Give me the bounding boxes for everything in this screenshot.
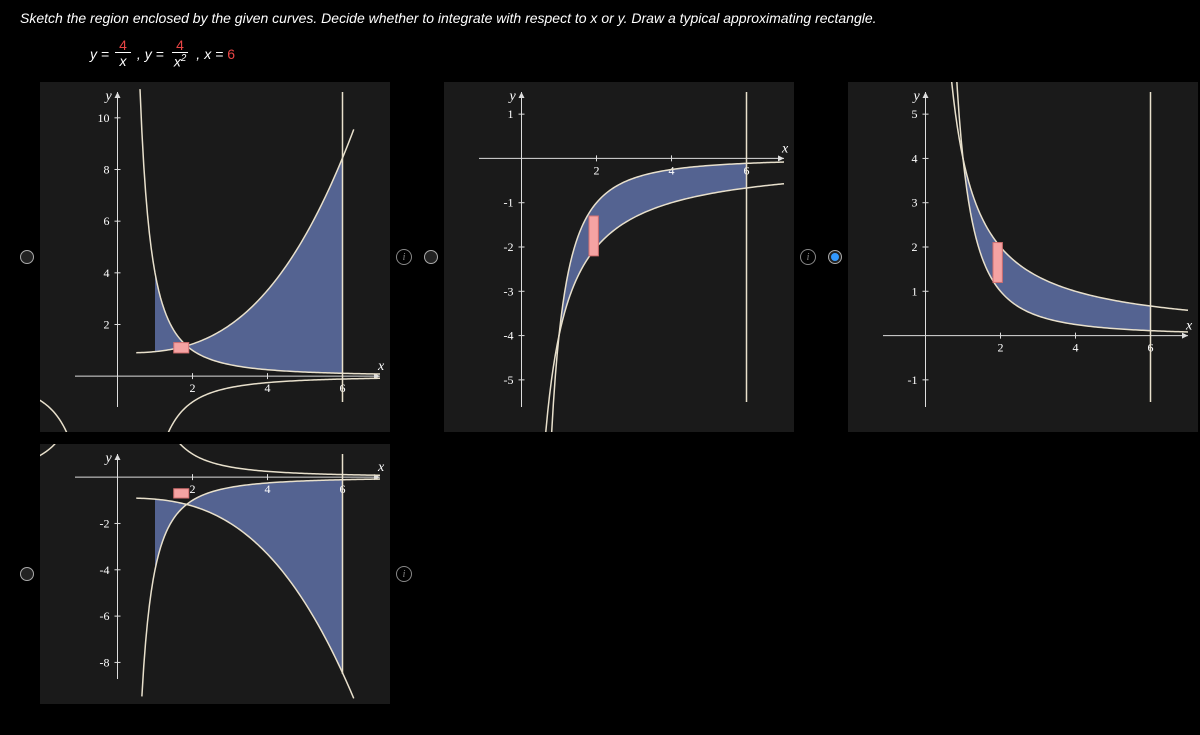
svg-text:-3: -3 [504,285,514,299]
question-content: Sketch the region enclosed by the given … [20,10,877,26]
svg-text:2: 2 [594,164,600,178]
svg-text:4: 4 [104,266,110,280]
svg-text:-2: -2 [100,517,110,531]
graphs-row-1: 246246810xy i 246-5-4-3-2-11xy i 246-112… [20,82,1180,432]
eq3-lhs: x = [204,46,223,62]
svg-text:4: 4 [1073,341,1079,355]
eq1-lhs: y = [90,46,109,62]
eq2-frac: 4 x2 [170,38,190,70]
svg-text:y: y [508,89,517,104]
svg-text:4: 4 [912,152,918,166]
svg-text:2: 2 [190,382,196,396]
info-icon-d[interactable]: i [396,566,412,582]
radio-d[interactable] [20,567,34,581]
svg-text:-5: -5 [504,373,514,387]
svg-text:-1: -1 [504,196,514,210]
svg-text:2: 2 [912,240,918,254]
graph-c: 246-112345xy [848,82,1198,432]
radio-b[interactable] [424,250,438,264]
svg-text:3: 3 [912,196,918,210]
svg-text:-2: -2 [504,240,514,254]
svg-text:4: 4 [265,483,271,497]
svg-text:2: 2 [104,318,110,332]
svg-text:-4: -4 [100,563,110,577]
graph-container-d: 246-8-6-4-2xy i [20,444,412,704]
graph-b: 246-5-4-3-2-11xy [444,82,794,432]
graph-d: 246-8-6-4-2xy [40,444,390,704]
eq2-den: x2 [170,53,190,70]
eq2-lhs: y = [145,46,164,62]
graph-container-b: 246-5-4-3-2-11xy i [424,82,816,432]
svg-text:y: y [104,451,113,466]
radio-a[interactable] [20,250,34,264]
svg-text:2: 2 [998,341,1004,355]
svg-text:-4: -4 [504,329,514,343]
svg-text:x: x [377,360,385,375]
info-icon-a[interactable]: i [396,249,412,265]
eq3-val: 6 [227,46,235,62]
svg-text:8: 8 [104,163,110,177]
svg-text:6: 6 [104,215,110,229]
equations-block: y = 4 x , y = 4 x2 , x = 6 [90,38,1180,70]
eq1-frac: 4 x [115,38,131,70]
eq1-den: x [115,53,130,70]
eq1-num: 4 [115,38,131,53]
svg-text:-1: -1 [908,373,918,387]
sep1: , [137,46,141,62]
info-icon-b[interactable]: i [800,249,816,265]
svg-text:5: 5 [912,108,918,122]
graph-container-c: 246-112345xy i [828,82,1200,432]
svg-text:2: 2 [190,483,196,497]
svg-text:1: 1 [508,108,514,122]
svg-text:-6: -6 [100,610,110,624]
eq2-num: 4 [172,38,188,53]
svg-text:x: x [781,142,789,157]
question-text: Sketch the region enclosed by the given … [20,10,1180,26]
svg-text:x: x [377,461,385,476]
svg-text:1: 1 [912,285,918,299]
svg-text:y: y [912,89,921,104]
graph-container-a: 246246810xy i [20,82,412,432]
graph-a: 246246810xy [40,82,390,432]
svg-text:-8: -8 [100,656,110,670]
graphs-row-2: 246-8-6-4-2xy i [20,444,1180,704]
sep2: , [196,46,200,62]
svg-text:10: 10 [98,111,110,125]
radio-c[interactable] [828,250,842,264]
svg-text:y: y [104,89,113,104]
